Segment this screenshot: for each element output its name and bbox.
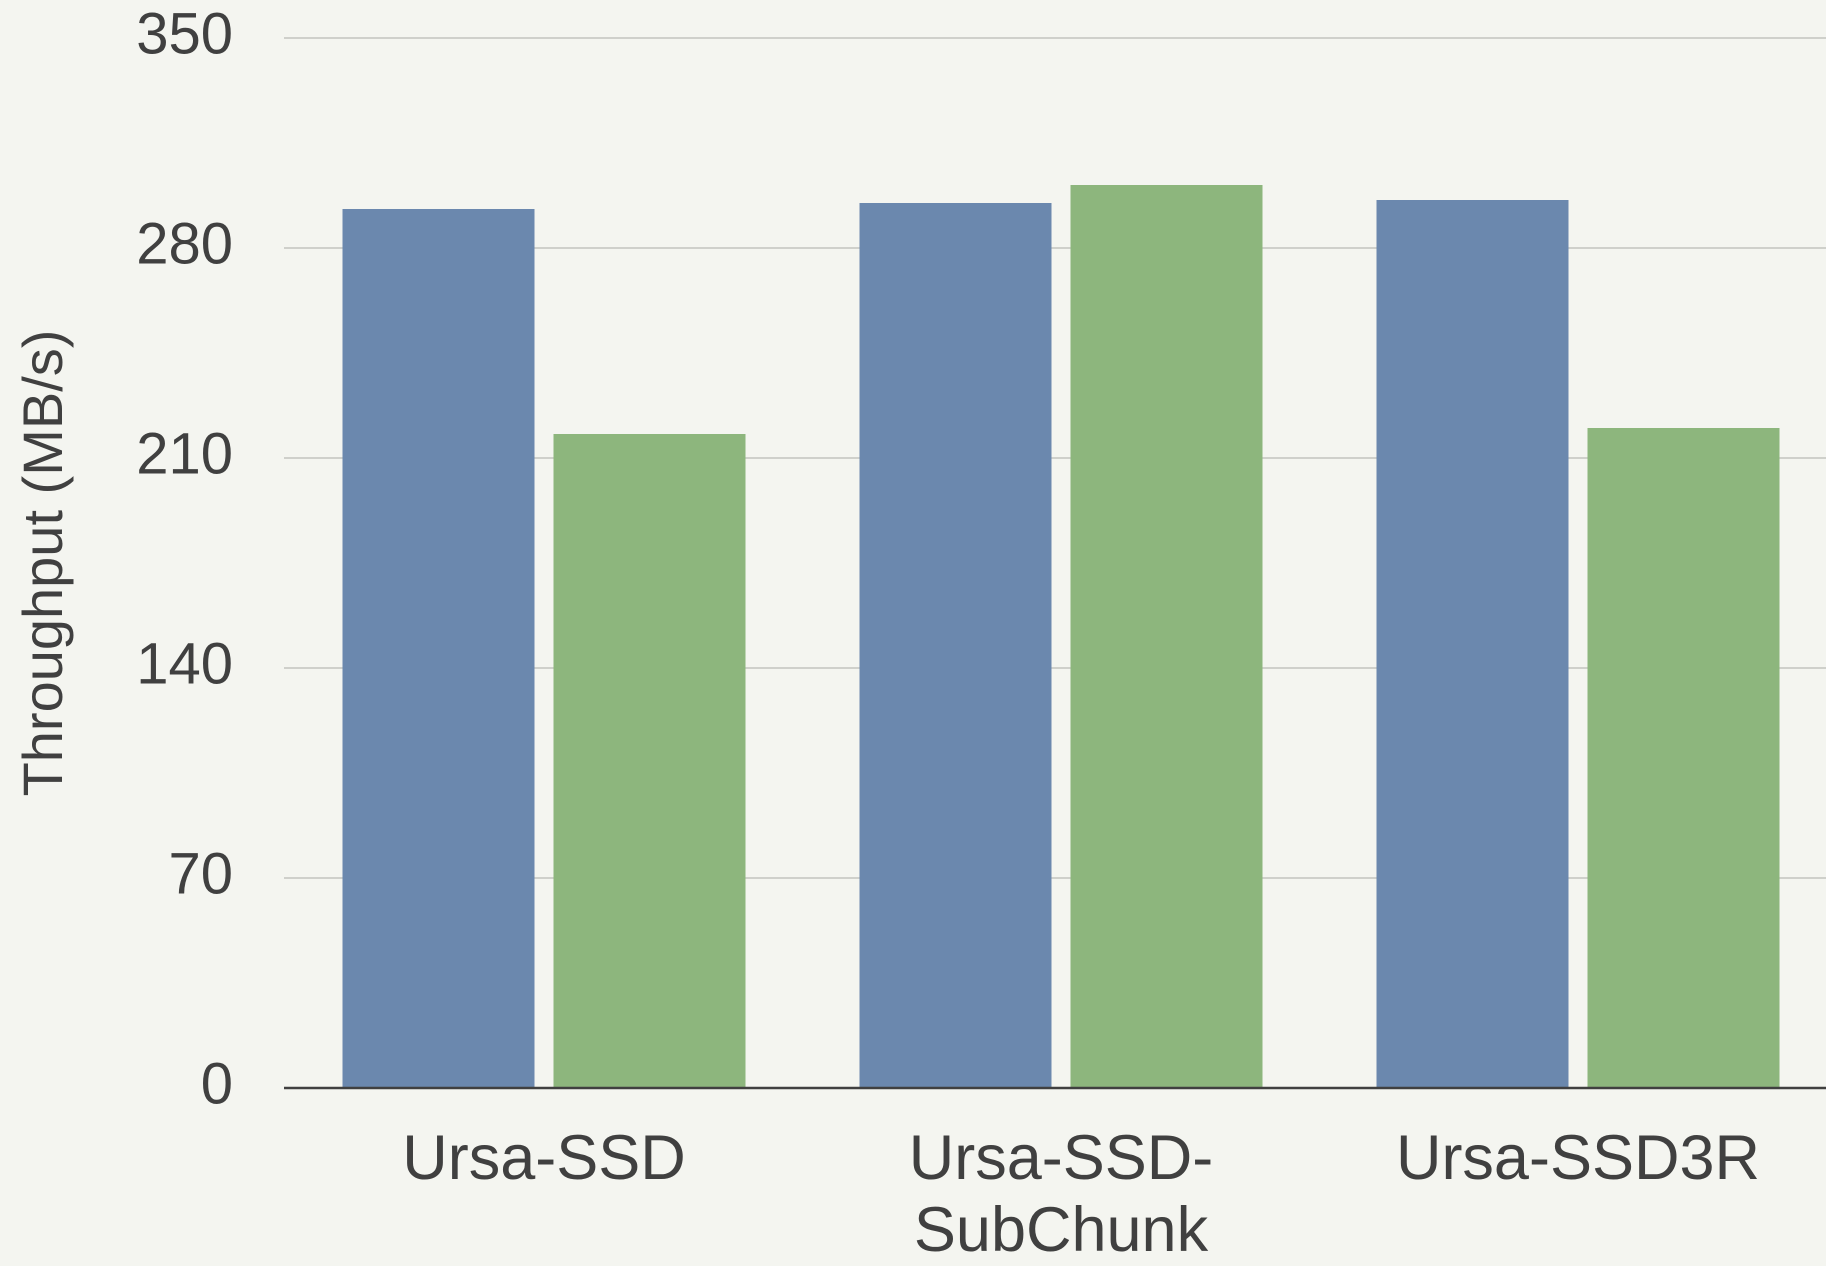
x-tick-label: Ursa-SSD: [402, 1123, 686, 1193]
bar: [1587, 428, 1780, 1088]
y-tick-label: 70: [168, 841, 233, 906]
y-tick-label: 140: [136, 631, 233, 696]
y-tick-label: 280: [136, 211, 233, 276]
y-axis-label: Throughput (MB/s): [11, 330, 74, 797]
bar: [1070, 185, 1263, 1088]
x-tick-label: Ursa-SSD3R: [1395, 1123, 1761, 1193]
bar: [342, 209, 535, 1088]
bar: [1376, 200, 1569, 1088]
y-tick-label: 350: [136, 1, 233, 66]
bar: [859, 203, 1052, 1088]
y-tick-label: 210: [136, 421, 233, 486]
y-tick-label: 0: [201, 1051, 233, 1116]
x-tick-label: Ursa-SSD-SubChunk: [908, 1123, 1214, 1265]
bar: [553, 434, 746, 1088]
